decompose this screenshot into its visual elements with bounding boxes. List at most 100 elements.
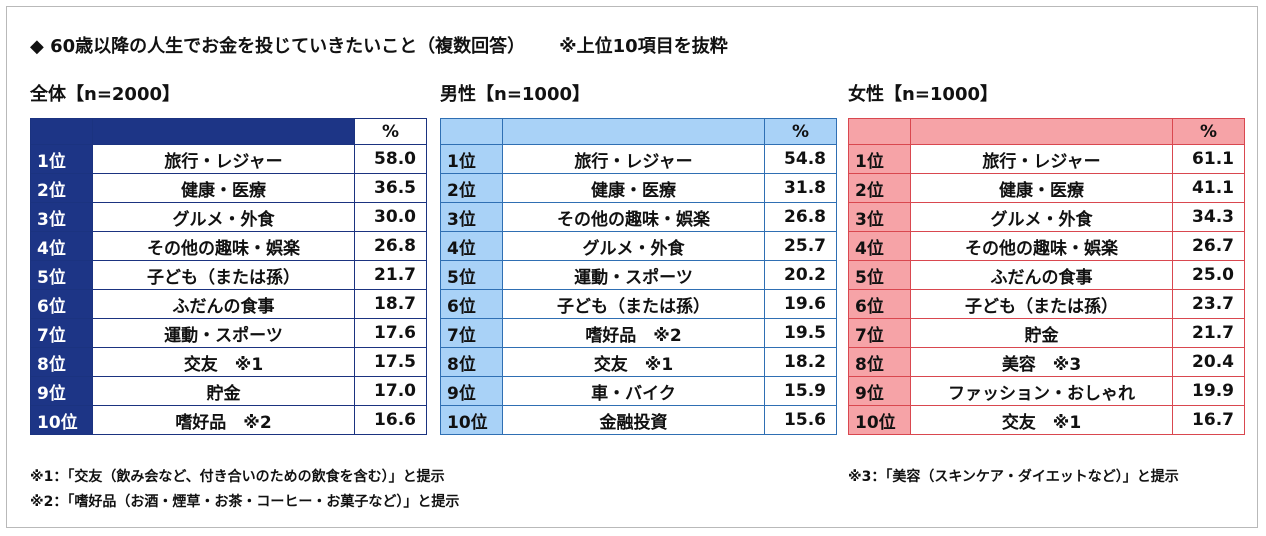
table-row: 6位 ふだんの食事 18.7 <box>31 290 427 319</box>
value-cell: 31.8 <box>765 174 837 203</box>
table-row: 1位 旅行・レジャー 54.8 <box>441 145 837 174</box>
rank-cell: 4位 <box>441 232 503 261</box>
ranking-table-female: % 1位 旅行・レジャー 61.1 2位 健康・医療 41.1 3位 グルメ・外食 34.3 4位… <box>848 118 1245 435</box>
value-cell: 18.7 <box>355 290 427 319</box>
header-rank-cell <box>441 119 503 145</box>
table-row: 5位 ふだんの食事 25.0 <box>849 261 1245 290</box>
rank-cell: 3位 <box>849 203 911 232</box>
value-cell: 34.3 <box>1173 203 1245 232</box>
table-header-row: % <box>441 119 837 145</box>
title-text: ◆ 60歳以降の人生でお金を投じていきたいこと（複数回答） <box>30 36 525 57</box>
header-rank-cell <box>849 119 911 145</box>
value-cell: 20.4 <box>1173 348 1245 377</box>
table-row: 4位 その他の趣味・娯楽 26.8 <box>31 232 427 261</box>
rank-cell: 7位 <box>31 319 93 348</box>
table-row: 3位 グルメ・外食 34.3 <box>849 203 1245 232</box>
value-cell: 26.8 <box>765 203 837 232</box>
rank-cell: 3位 <box>31 203 93 232</box>
item-cell: 子ども（または孫） <box>911 290 1173 319</box>
table-row: 4位 その他の趣味・娯楽 26.7 <box>849 232 1245 261</box>
footnote-2: ※2：「嗜好品（お酒・煙草・お茶・コーヒー・お菓子など）」と提示 <box>30 491 459 511</box>
item-cell: その他の趣味・娯楽 <box>911 232 1173 261</box>
rank-cell: 2位 <box>441 174 503 203</box>
value-cell: 16.6 <box>355 406 427 435</box>
value-cell: 19.6 <box>765 290 837 319</box>
value-cell: 21.7 <box>1173 319 1245 348</box>
item-cell: 貯金 <box>93 377 355 406</box>
value-cell: 17.0 <box>355 377 427 406</box>
table-row: 8位 美容 ※3 20.4 <box>849 348 1245 377</box>
item-cell: 健康・医療 <box>503 174 765 203</box>
rank-cell: 5位 <box>441 261 503 290</box>
table-row: 7位 運動・スポーツ 17.6 <box>31 319 427 348</box>
value-cell: 15.9 <box>765 377 837 406</box>
rank-cell: 10位 <box>441 406 503 435</box>
rank-cell: 9位 <box>441 377 503 406</box>
item-cell: 貯金 <box>911 319 1173 348</box>
item-cell: 車・バイク <box>503 377 765 406</box>
table-row: 7位 嗜好品 ※2 19.5 <box>441 319 837 348</box>
rank-cell: 3位 <box>441 203 503 232</box>
item-cell: 子ども（または孫） <box>93 261 355 290</box>
value-cell: 26.7 <box>1173 232 1245 261</box>
table-row: 10位 金融投資 15.6 <box>441 406 837 435</box>
item-cell: 交友 ※1 <box>503 348 765 377</box>
value-cell: 58.0 <box>355 145 427 174</box>
table-header-row: % <box>849 119 1245 145</box>
table-row: 5位 子ども（または孫） 21.7 <box>31 261 427 290</box>
header-pct-cell: % <box>765 119 837 145</box>
rank-cell: 2位 <box>31 174 93 203</box>
table-row: 2位 健康・医療 31.8 <box>441 174 837 203</box>
item-cell: 旅行・レジャー <box>503 145 765 174</box>
table-row: 7位 貯金 21.7 <box>849 319 1245 348</box>
table-row: 9位 ファッション・おしゃれ 19.9 <box>849 377 1245 406</box>
rank-cell: 9位 <box>31 377 93 406</box>
ranking-table-male: % 1位 旅行・レジャー 54.8 2位 健康・医療 31.8 3位 その他の趣味・娯楽 26.… <box>440 118 837 435</box>
rank-cell: 8位 <box>849 348 911 377</box>
table-header-row: % <box>31 119 427 145</box>
value-cell: 20.2 <box>765 261 837 290</box>
table-row: 5位 運動・スポーツ 20.2 <box>441 261 837 290</box>
table-row: 8位 交友 ※1 18.2 <box>441 348 837 377</box>
rank-cell: 7位 <box>849 319 911 348</box>
item-cell: 交友 ※1 <box>93 348 355 377</box>
table-row: 2位 健康・医療 36.5 <box>31 174 427 203</box>
value-cell: 25.0 <box>1173 261 1245 290</box>
title-note: ※上位10項目を抜粋 <box>559 36 728 57</box>
item-cell: ふだんの食事 <box>911 261 1173 290</box>
item-cell: 交友 ※1 <box>911 406 1173 435</box>
rank-cell: 10位 <box>849 406 911 435</box>
item-cell: ふだんの食事 <box>93 290 355 319</box>
value-cell: 41.1 <box>1173 174 1245 203</box>
item-cell: 健康・医療 <box>911 174 1173 203</box>
value-cell: 21.7 <box>355 261 427 290</box>
header-item-cell <box>503 119 765 145</box>
table-row: 9位 貯金 17.0 <box>31 377 427 406</box>
item-cell: その他の趣味・娯楽 <box>93 232 355 261</box>
rank-cell: 4位 <box>849 232 911 261</box>
rank-cell: 1位 <box>849 145 911 174</box>
rank-cell: 10位 <box>31 406 93 435</box>
rank-cell: 5位 <box>31 261 93 290</box>
rank-cell: 8位 <box>441 348 503 377</box>
table-row: 8位 交友 ※1 17.5 <box>31 348 427 377</box>
table-row: 6位 子ども（または孫） 19.6 <box>441 290 837 319</box>
item-cell: グルメ・外食 <box>911 203 1173 232</box>
header-pct-cell: % <box>355 119 427 145</box>
table-row: 3位 その他の趣味・娯楽 26.8 <box>441 203 837 232</box>
rank-cell: 6位 <box>441 290 503 319</box>
rank-cell: 8位 <box>31 348 93 377</box>
item-cell: ファッション・おしゃれ <box>911 377 1173 406</box>
value-cell: 54.8 <box>765 145 837 174</box>
header-rank-cell <box>31 119 93 145</box>
value-cell: 30.0 <box>355 203 427 232</box>
rank-cell: 5位 <box>849 261 911 290</box>
table-title-female: 女性【n=1000】 <box>848 80 998 106</box>
value-cell: 23.7 <box>1173 290 1245 319</box>
value-cell: 17.6 <box>355 319 427 348</box>
item-cell: 金融投資 <box>503 406 765 435</box>
value-cell: 17.5 <box>355 348 427 377</box>
value-cell: 19.5 <box>765 319 837 348</box>
value-cell: 18.2 <box>765 348 837 377</box>
value-cell: 26.8 <box>355 232 427 261</box>
